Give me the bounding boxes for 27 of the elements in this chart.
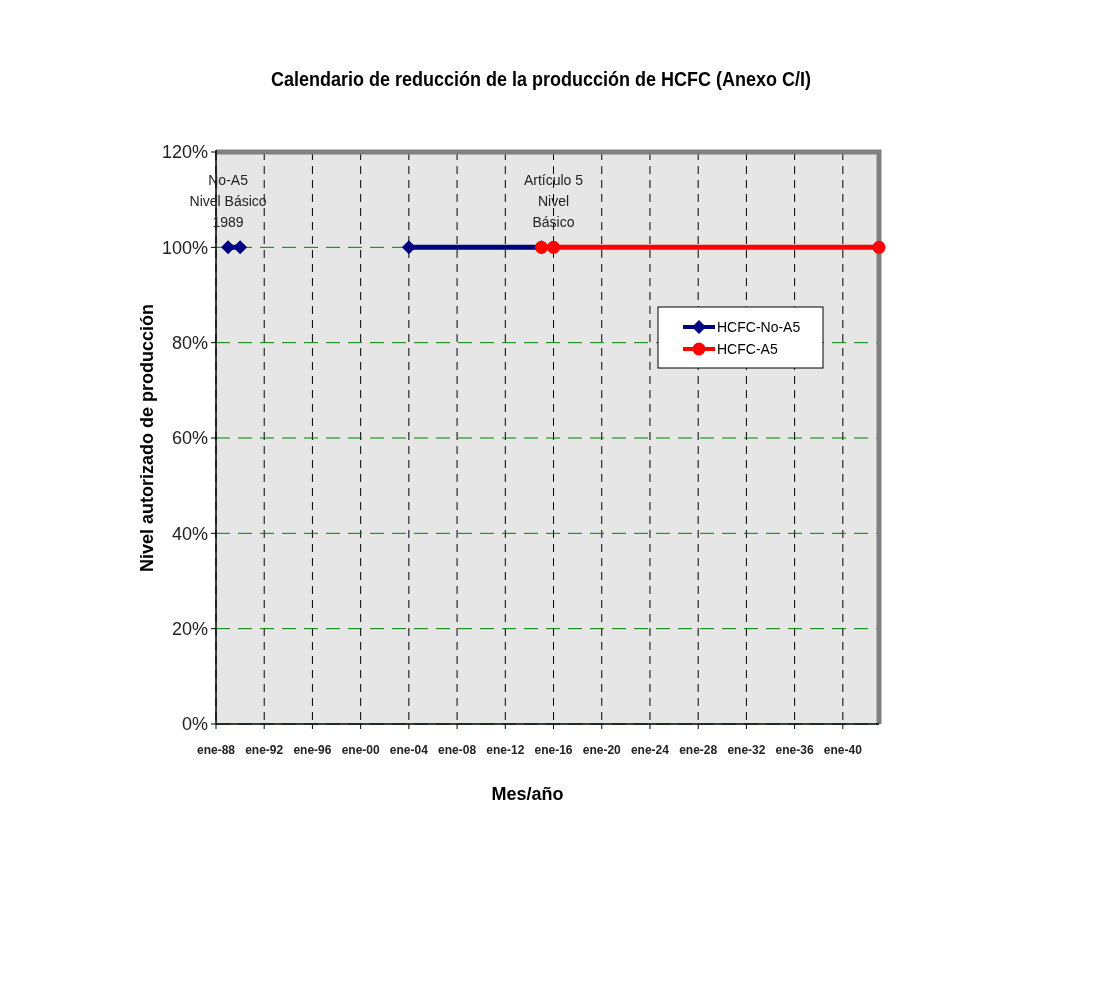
y-tick-label: 20% — [171, 618, 208, 639]
x-tick-label: ene-40 — [823, 743, 863, 757]
x-tick-label: ene-92 — [245, 743, 284, 757]
legend-label: HCFC-No-A5 — [717, 318, 801, 335]
x-tick-label: ene-36 — [775, 743, 814, 757]
chart-title: Calendario de reducción de la producción de HCFC (Anexo C/I) — [271, 68, 811, 91]
x-tick-label: ene-20 — [582, 743, 622, 757]
y-axis-title: Nivel autorizado de producción — [137, 303, 157, 573]
y-tick-label: 60% — [171, 428, 208, 449]
x-tick-label: ene-28 — [679, 743, 718, 757]
x-tick-label: ene-04 — [389, 743, 429, 757]
x-tick-label: ene-32 — [727, 743, 766, 757]
y-tick-label: 100% — [161, 237, 208, 258]
x-tick-label: ene-12 — [486, 743, 525, 757]
y-tick-label: 120% — [161, 142, 208, 163]
x-tick-label: ene-96 — [293, 743, 332, 757]
y-tick-label: 0% — [181, 714, 208, 735]
y-tick-label: 40% — [171, 523, 208, 544]
x-tick-label: ene-16 — [534, 743, 573, 757]
x-tick-label: ene-08 — [438, 743, 477, 757]
x-axis-title: Mes/año — [491, 784, 564, 804]
x-tick-label: ene-88 — [196, 743, 236, 757]
x-tick-label: ene-24 — [630, 743, 670, 757]
legend-label: HCFC-A5 — [717, 340, 778, 357]
annotation: Artículo 5 Nivel Básico — [523, 172, 584, 231]
y-tick-label: 80% — [171, 332, 208, 353]
x-tick-label: ene-00 — [341, 743, 380, 757]
